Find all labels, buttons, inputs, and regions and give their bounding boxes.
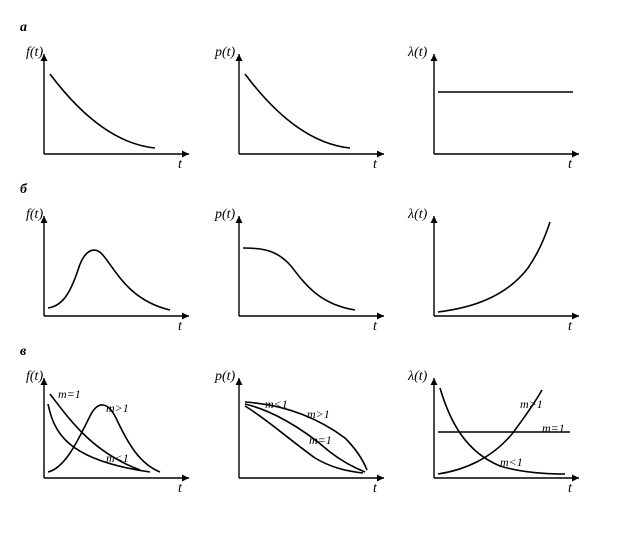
y-axis-title: f(t)	[26, 46, 43, 60]
chart-svg	[20, 360, 195, 500]
y-axis-title: p(t)	[215, 370, 235, 384]
row-label: a	[20, 20, 27, 36]
row-label: в	[20, 344, 26, 360]
x-axis-title: t	[178, 158, 182, 172]
y-axis-title: p(t)	[215, 46, 235, 60]
y-axis-title: f(t)	[26, 208, 43, 222]
row-в: вf(t) t m=1 m<1 m>1 p(t) t m<1 m>1 m=1 λ(t) t m>1 m=1…	[20, 344, 604, 500]
chart-svg	[410, 36, 585, 176]
x-axis-title: t	[373, 320, 377, 334]
panel: λ(t) t	[410, 198, 585, 338]
panel: f(t) t	[20, 36, 195, 176]
panel: p(t) t m<1 m>1 m=1	[215, 360, 390, 500]
y-axis-title: f(t)	[26, 370, 43, 384]
y-axis-title: λ(t)	[408, 370, 427, 384]
chart-svg	[215, 36, 390, 176]
curve-label: m>1	[307, 408, 330, 420]
row-б: б f(t) t p(t) t λ(t) t	[20, 182, 604, 338]
y-axis-title: p(t)	[215, 208, 235, 222]
x-axis-title: t	[568, 158, 572, 172]
x-axis-title: t	[568, 320, 572, 334]
curve-label: m<1	[106, 452, 129, 464]
panel: p(t) t	[215, 198, 390, 338]
y-axis-title: λ(t)	[408, 208, 427, 222]
panel: p(t) t	[215, 36, 390, 176]
curve-label: m>1	[520, 398, 543, 410]
chart-svg	[20, 36, 195, 176]
panel: λ(t) t	[410, 36, 585, 176]
chart-svg	[410, 198, 585, 338]
curve-label: m=1	[58, 388, 81, 400]
distribution-grid: af(t)tp(t)tλ(t)tбf(t)tp(t)tλ(t)tвf(t)tm=…	[20, 20, 604, 523]
x-axis-title: t	[373, 482, 377, 496]
chart-svg	[20, 198, 195, 338]
panel: f(t) t	[20, 198, 195, 338]
y-axis-title: λ(t)	[408, 46, 427, 60]
curve-label: m<1	[265, 398, 288, 410]
curve-label: m<1	[500, 456, 523, 468]
chart-svg	[215, 198, 390, 338]
curve-label: m=1	[309, 434, 332, 446]
row-label: б	[20, 182, 27, 198]
curve-label: m=1	[542, 422, 565, 434]
panel: f(t) t m=1 m<1 m>1	[20, 360, 195, 500]
x-axis-title: t	[178, 320, 182, 334]
row-a: a f(t) t p(t) t λ(t) t	[20, 20, 604, 176]
x-axis-title: t	[373, 158, 377, 172]
x-axis-title: t	[178, 482, 182, 496]
x-axis-title: t	[568, 482, 572, 496]
panel: λ(t) t m>1 m=1 m<1	[410, 360, 585, 500]
chart-svg	[215, 360, 390, 500]
curve-label: m>1	[106, 402, 129, 414]
